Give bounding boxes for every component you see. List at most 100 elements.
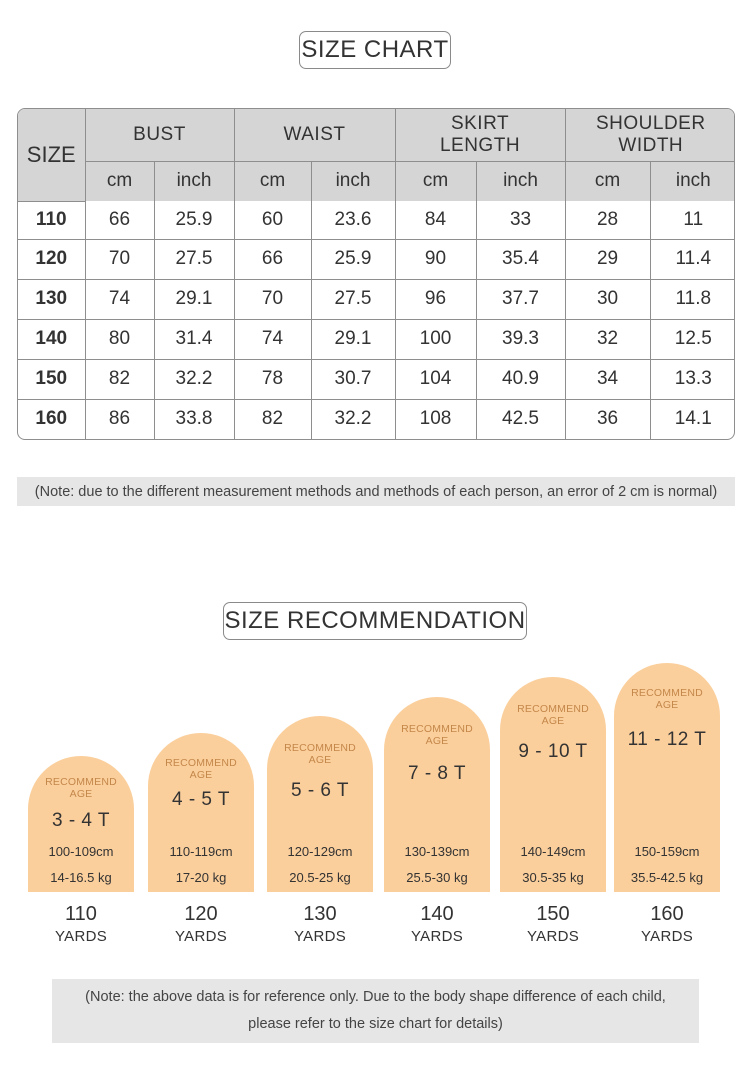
- size-chart-note: (Note: due to the different measurement …: [17, 477, 735, 506]
- recommend-age-label: RECOMMEND AGE: [28, 776, 134, 800]
- recommend-label-line: RECOMMEND: [631, 687, 703, 699]
- size-recommendation-card: RECOMMEND AGE 7 - 8 T 130-139cm 25.5-30 kg: [384, 697, 490, 892]
- measurement-cell: 35.4: [475, 238, 566, 280]
- measurement-cell: 30: [564, 278, 651, 320]
- size-recommendation-card: RECOMMEND AGE 5 - 6 T 120-129cm 20.5-25 kg: [267, 716, 373, 892]
- measurement-cell: 27.5: [153, 238, 235, 280]
- measurement-cell: 30.7: [310, 358, 396, 400]
- recommend-label-line: AGE: [655, 699, 679, 711]
- unit-cm-header: cm: [564, 160, 651, 201]
- unit-cm-header: cm: [85, 160, 155, 201]
- size-cell: 160: [18, 398, 86, 439]
- measurement-cell: 40.9: [475, 358, 566, 400]
- recommend-age-label: RECOMMEND AGE: [148, 757, 254, 781]
- size-cell: 110: [18, 201, 86, 240]
- size-recommendation-card: RECOMMEND AGE 4 - 5 T 110-119cm 17-20 kg: [148, 733, 254, 892]
- measurement-cell: 82: [84, 358, 155, 400]
- skirt-length-header: SKIRT LENGTH: [394, 109, 566, 162]
- measurement-cell: 70: [84, 238, 155, 280]
- yards-label: YARDS: [640, 928, 694, 945]
- size-chart-title: SIZE CHART: [299, 31, 451, 69]
- table-row: 110 66 25.9 60 23.6 84 33 28 11: [18, 201, 734, 240]
- measurement-cell: 14.1: [649, 398, 734, 439]
- measurement-cell: 29: [564, 238, 651, 280]
- recommend-age-label: RECOMMEND AGE: [267, 742, 373, 766]
- weight-range: 14-16.5 kg: [50, 870, 112, 885]
- recommend-label-line: AGE: [69, 788, 93, 800]
- measurement-cell: 28: [564, 201, 651, 240]
- measurement-cell: 31.4: [153, 318, 235, 360]
- measurement-cell: 39.3: [475, 318, 566, 360]
- yard-size-number: 160: [650, 903, 684, 925]
- age-range: 11 - 12 T: [627, 729, 707, 750]
- yard-size-number: 150: [536, 903, 570, 925]
- yards-label: YARDS: [410, 928, 464, 945]
- measurement-cell: 32.2: [153, 358, 235, 400]
- recommend-age-label: RECOMMEND AGE: [500, 703, 606, 727]
- recommendation-note-line: please refer to the size chart for detai…: [248, 1016, 503, 1032]
- measurement-cell: 78: [233, 358, 312, 400]
- age-range: 9 - 10 T: [518, 741, 588, 762]
- measurement-cell: 90: [394, 238, 477, 280]
- measurement-cell: 80: [84, 318, 155, 360]
- measurement-cell: 25.9: [153, 201, 235, 240]
- size-cell: 140: [18, 318, 86, 360]
- measurement-cell: 108: [394, 398, 477, 439]
- size-recommendation-title: SIZE RECOMMENDATION: [223, 602, 527, 640]
- measurement-cell: 32.2: [310, 398, 396, 439]
- height-range: 100-109cm: [48, 844, 114, 859]
- measurement-cell: 74: [233, 318, 312, 360]
- measurement-cell: 104: [394, 358, 477, 400]
- age-range: 3 - 4 T: [51, 810, 111, 831]
- measurement-cell: 27.5: [310, 278, 396, 320]
- measurement-cell: 74: [84, 278, 155, 320]
- measurement-cell: 11.4: [649, 238, 734, 280]
- unit-inch-header: inch: [475, 160, 566, 201]
- measurement-cell: 33: [475, 201, 566, 240]
- measurement-cell: 29.1: [310, 318, 396, 360]
- table-row: 160 86 33.8 82 32.2 108 42.5 36 14.1: [18, 398, 734, 439]
- yard-size-number: 140: [420, 903, 454, 925]
- measurement-cell: 66: [84, 201, 155, 240]
- bust-header: BUST: [84, 109, 235, 162]
- height-range: 120-129cm: [287, 844, 353, 859]
- measurement-cell: 32: [564, 318, 651, 360]
- recommend-label-line: AGE: [425, 735, 449, 747]
- measurement-cell: 66: [233, 238, 312, 280]
- recommend-label-line: RECOMMEND: [401, 723, 473, 735]
- recommend-label-line: RECOMMEND: [45, 776, 117, 788]
- height-range: 110-119cm: [169, 844, 233, 859]
- size-cell: 120: [18, 238, 86, 280]
- yards-label: YARDS: [54, 928, 108, 945]
- yard-size-number: 130: [303, 903, 337, 925]
- unit-cm-header: cm: [233, 160, 312, 201]
- recommend-label-line: AGE: [308, 754, 332, 766]
- measurement-cell: 34: [564, 358, 651, 400]
- yards-label: YARDS: [174, 928, 228, 945]
- measurement-cell: 60: [233, 201, 312, 240]
- size-cell: 150: [18, 358, 86, 400]
- recommend-label-line: RECOMMEND: [517, 703, 589, 715]
- height-range: 150-159cm: [634, 844, 700, 859]
- measurement-cell: 36: [564, 398, 651, 439]
- waist-header: WAIST: [233, 109, 396, 162]
- table-row: 120 70 27.5 66 25.9 90 35.4 29 11.4: [18, 238, 734, 280]
- height-range: 140-149cm: [520, 844, 586, 859]
- age-range: 4 - 5 T: [171, 789, 231, 810]
- measurement-cell: 11.8: [649, 278, 734, 320]
- shoulder-width-header: SHOULDER WIDTH: [564, 109, 734, 162]
- size-recommendation-card: RECOMMEND AGE 9 - 10 T 140-149cm 30.5-35 kg: [500, 677, 606, 892]
- unit-inch-header: inch: [310, 160, 396, 201]
- size-recommendation-card: RECOMMEND AGE 3 - 4 T 100-109cm 14-16.5 kg: [28, 756, 134, 892]
- measurement-cell: 70: [233, 278, 312, 320]
- measurement-cell: 12.5: [649, 318, 734, 360]
- yards-label: YARDS: [293, 928, 347, 945]
- measurement-cell: 37.7: [475, 278, 566, 320]
- measurement-cell: 23.6: [310, 201, 396, 240]
- measurement-cell: 82: [233, 398, 312, 439]
- size-chart-table: SIZE BUST WAIST SKIRT LENGTH SHOULDER WIDT…: [17, 108, 735, 440]
- table-row: 130 74 29.1 70 27.5 96 37.7 30 11.8: [18, 278, 734, 320]
- unit-cm-header: cm: [394, 160, 477, 201]
- weight-range: 17-20 kg: [175, 870, 227, 885]
- table-row: 150 82 32.2 78 30.7 104 40.9 34 13.3: [18, 358, 734, 400]
